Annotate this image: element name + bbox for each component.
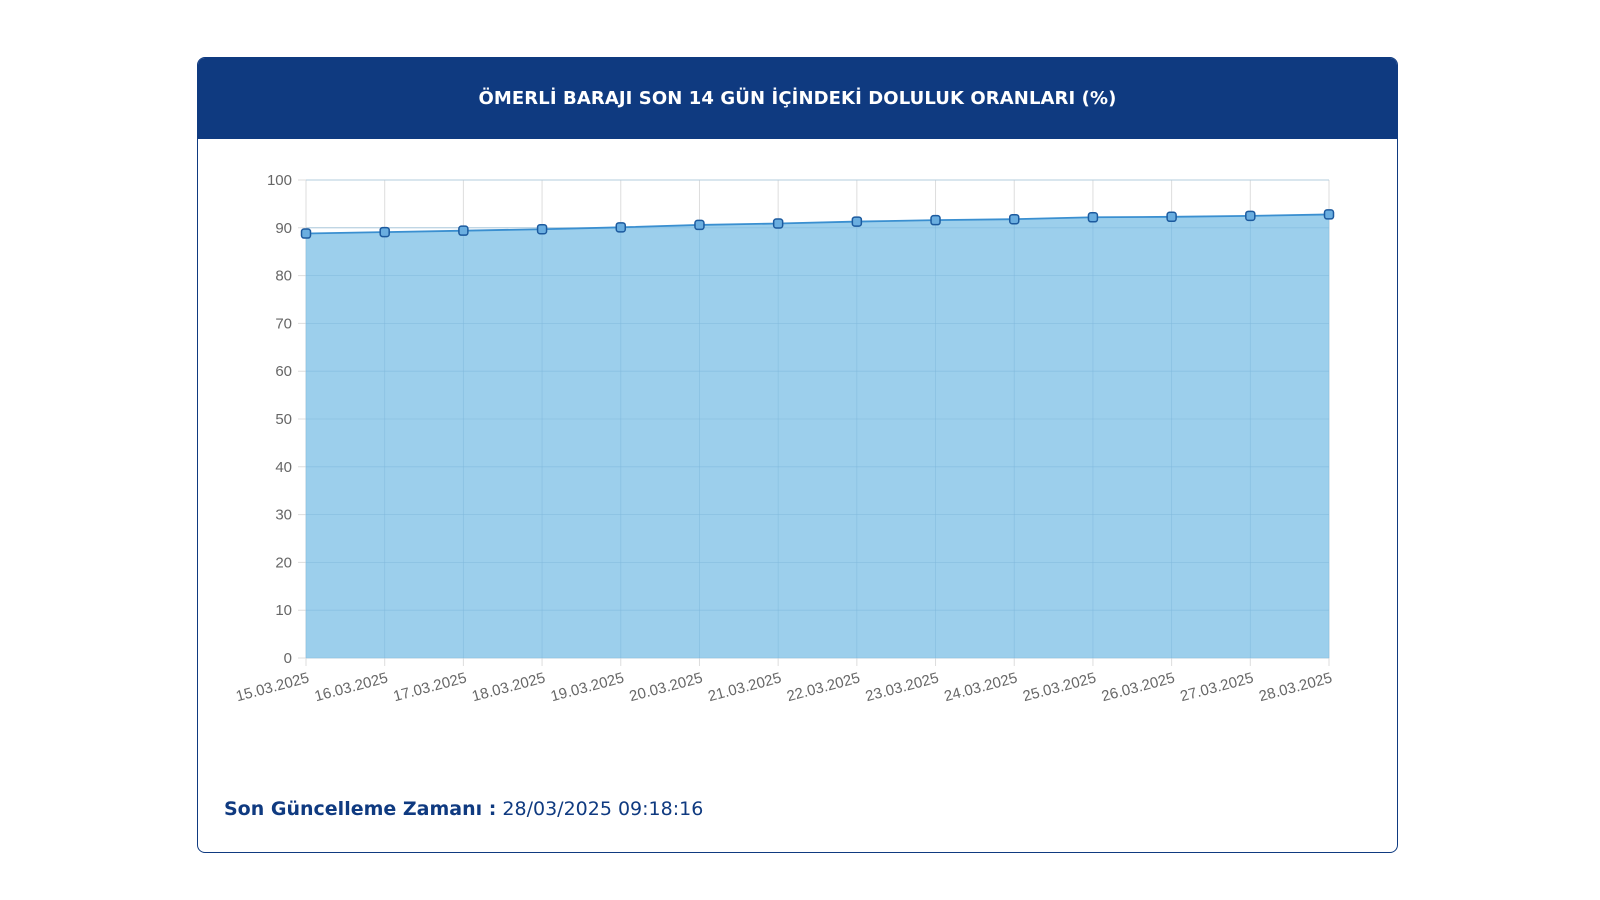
y-tick-label: 90 (275, 220, 292, 237)
y-tick-label: 0 (284, 650, 292, 667)
y-tick-label: 30 (275, 507, 292, 524)
x-tick-label: 15.03.2025 (234, 669, 311, 705)
series-line (305, 213, 1330, 235)
x-tick-label: 20.03.2025 (628, 669, 705, 705)
x-tick-label: 18.03.2025 (470, 669, 547, 705)
data-point (1166, 211, 1177, 223)
last-update-label: Son Güncelleme Zamanı : (224, 798, 497, 820)
data-point (1245, 210, 1256, 222)
series-area (306, 214, 1329, 658)
y-tick-label: 10 (275, 602, 292, 619)
chart-title: ÖMERLİ BARAJI SON 14 GÜN İÇİNDEKİ DOLULU… (478, 88, 1117, 109)
x-tick-label: 19.03.2025 (549, 669, 626, 705)
y-tick-label: 50 (275, 411, 292, 428)
x-tick-label: 17.03.2025 (392, 669, 469, 705)
y-tick-label: 40 (275, 459, 292, 476)
data-point (536, 223, 548, 235)
data-point (458, 225, 469, 236)
data-point (772, 218, 784, 229)
y-tick-label: 60 (275, 363, 292, 380)
x-tick-label: 27.03.2025 (1178, 669, 1255, 705)
x-tick-label: 24.03.2025 (942, 669, 1019, 705)
area-chart: 0 10 20 30 40 50 60 70 80 90 100 15.03.2025 16.03.20… (234, 172, 1335, 705)
last-update: Son Güncelleme Zamanı : 28/03/2025 09:18… (224, 798, 703, 820)
x-tick-label: 25.03.2025 (1021, 669, 1098, 705)
chart-card: ÖMERLİ BARAJI SON 14 GÜN İÇİNDEKİ DOLULU… (197, 57, 1398, 853)
last-update-value: 28/03/2025 09:18:16 (502, 798, 704, 820)
data-point (930, 214, 941, 226)
data-point (1008, 213, 1020, 225)
data-point (379, 226, 390, 238)
data-point (694, 219, 705, 231)
y-tick-label: 80 (275, 268, 292, 285)
y-tick-label: 20 (275, 554, 292, 571)
x-tick-label: 22.03.2025 (785, 669, 862, 705)
x-tick-label: 26.03.2025 (1100, 669, 1177, 705)
data-point (851, 216, 863, 227)
y-tick-label: 70 (275, 315, 292, 332)
data-point (1087, 212, 1099, 223)
x-tick-label: 16.03.2025 (313, 669, 390, 705)
card-header: ÖMERLİ BARAJI SON 14 GÜN İÇİNDEKİ DOLULU… (198, 58, 1397, 139)
y-tick-label: 100 (267, 172, 292, 189)
data-point (615, 222, 627, 233)
x-tick-label: 21.03.2025 (706, 669, 783, 705)
data-point (1323, 209, 1335, 220)
data-point (300, 228, 312, 239)
x-tick-label: 23.03.2025 (864, 669, 941, 705)
x-tick-label: 28.03.2025 (1257, 669, 1334, 705)
